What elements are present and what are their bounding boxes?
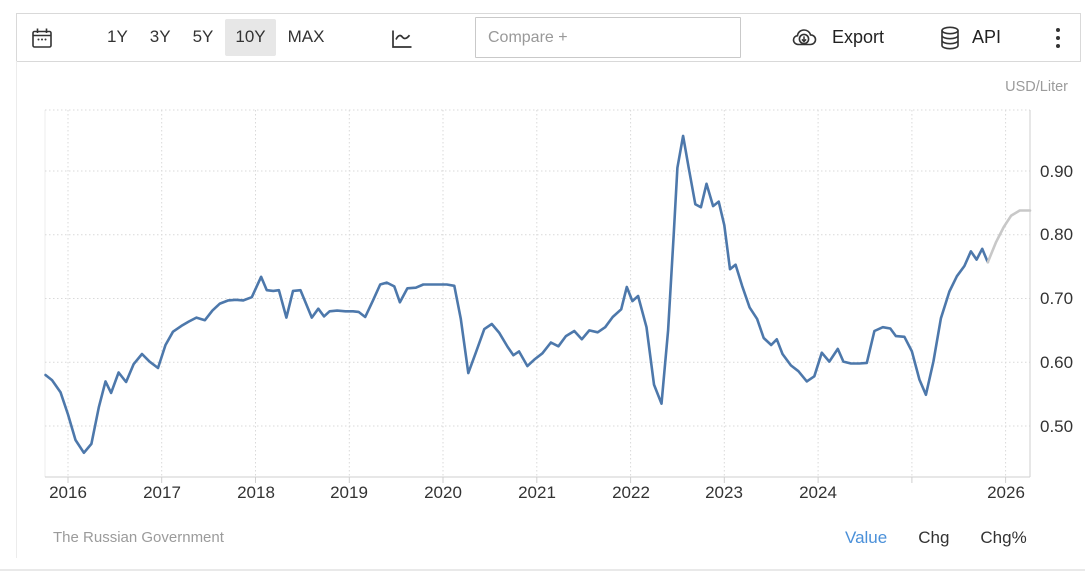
data-source-label: The Russian Government bbox=[53, 529, 224, 546]
range-button-max[interactable]: MAX bbox=[278, 19, 335, 56]
api-button[interactable]: API bbox=[932, 14, 1007, 61]
date-range-picker-button[interactable] bbox=[28, 24, 56, 52]
range-button-3y[interactable]: 3Y bbox=[140, 19, 181, 56]
kebab-menu-icon bbox=[1054, 24, 1062, 52]
chart-type-button[interactable] bbox=[387, 24, 415, 52]
container-left-border bbox=[16, 61, 17, 558]
api-label: API bbox=[972, 27, 1002, 47]
footer-link-chg[interactable]: Chg bbox=[918, 528, 950, 547]
range-button-5y[interactable]: 5Y bbox=[183, 19, 224, 56]
range-button-1y[interactable]: 1Y bbox=[97, 19, 138, 56]
page-bottom-divider bbox=[0, 569, 1085, 571]
export-label: Export bbox=[832, 27, 885, 47]
series-forecast bbox=[986, 209, 1032, 264]
time-range-selector: 1Y 3Y 5Y 10Y MAX bbox=[97, 14, 334, 61]
database-icon bbox=[938, 24, 962, 52]
chart-plot-area[interactable] bbox=[45, 110, 1030, 477]
series-mode-links: Value Chg Chg% bbox=[845, 528, 1027, 548]
footer-link-value[interactable]: Value bbox=[845, 528, 888, 547]
compare-input[interactable] bbox=[475, 17, 741, 58]
more-options-button[interactable] bbox=[1045, 14, 1071, 61]
footer-link-chgpct[interactable]: Chg% bbox=[980, 528, 1027, 547]
cloud-download-icon bbox=[790, 25, 822, 51]
calendar-icon bbox=[29, 25, 55, 51]
range-button-10y[interactable]: 10Y bbox=[225, 19, 276, 56]
y-axis-unit-label: USD/Liter bbox=[1005, 79, 1068, 95]
series-actual bbox=[44, 134, 990, 455]
line-chart-type-icon bbox=[388, 25, 415, 52]
export-button[interactable]: Export bbox=[784, 14, 890, 61]
